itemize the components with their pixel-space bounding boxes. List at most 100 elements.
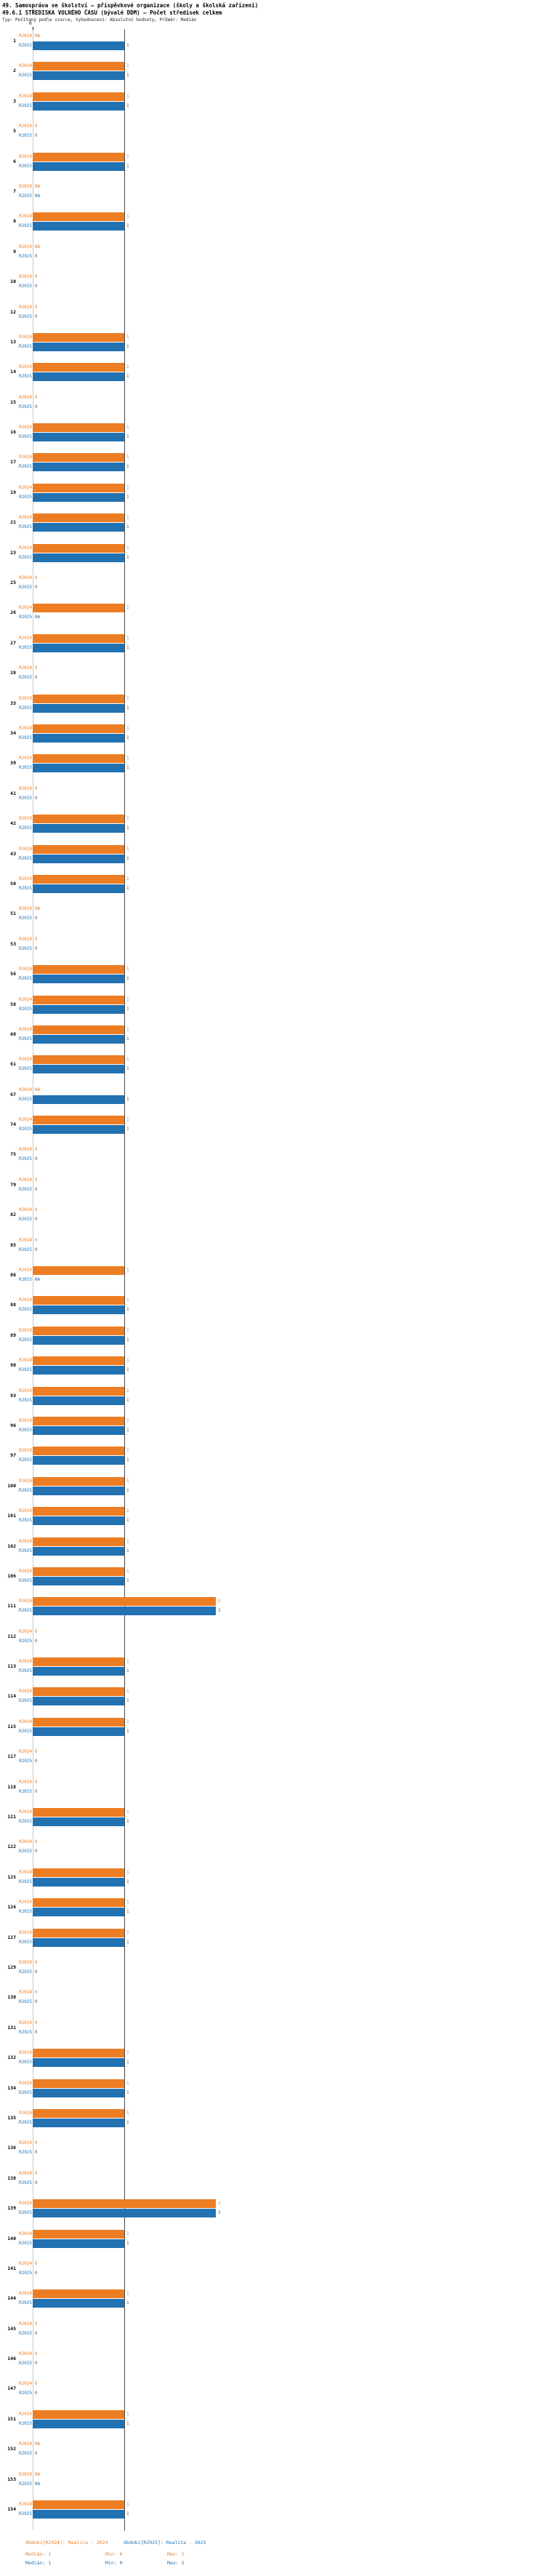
- bar-value-r2025: 1: [126, 705, 129, 711]
- bar-value-r2025: 1: [126, 343, 129, 349]
- series-label-r2024: R2024: [19, 1358, 33, 1364]
- series-label-r2025: R2025: [19, 1577, 33, 1583]
- chart-row: 8 R2024 1 R2025 1: [0, 211, 545, 241]
- row-number: 8: [13, 218, 16, 225]
- series-label-r2025: R2025: [19, 163, 33, 169]
- bar-value-r2025: NA: [35, 193, 41, 199]
- chart-row: 39 R2024 1 R2025 1: [0, 753, 545, 783]
- series-label-r2025: R2025: [19, 2270, 33, 2276]
- row-number: 147: [7, 2385, 16, 2392]
- bar-r2024: [33, 874, 124, 884]
- row-number: 58: [10, 1001, 16, 1007]
- series-label-r2025: R2025: [19, 223, 33, 229]
- bar-r2024: [33, 2289, 124, 2299]
- series-label-r2024: R2024: [19, 1207, 33, 1213]
- bar-value-r2024: 1: [126, 1900, 129, 1905]
- row-number: 114: [7, 1693, 16, 1700]
- row-number: 12: [10, 308, 16, 315]
- bar-value-r2025: 1: [126, 464, 129, 470]
- bar-line-r2025: R2025 0: [0, 2148, 545, 2157]
- bar-value-r2024: 1: [126, 515, 129, 521]
- series-label-r2024: R2024: [19, 1599, 33, 1604]
- chart-row: 21 R2024 1 R2025 1: [0, 512, 545, 542]
- bar-value-r2024: 1: [126, 484, 129, 490]
- chart-row: 140 R2024 1 R2025 1: [0, 2228, 545, 2258]
- series-label-r2024: R2024: [19, 183, 33, 189]
- bar-line-r2025: R2025 1: [0, 492, 545, 502]
- bar-line-r2025: R2025 0: [0, 1637, 545, 1646]
- series-label-r2025: R2025: [19, 1186, 33, 1192]
- row-number: 115: [7, 1723, 16, 1729]
- chart-row: 86 R2024 1 R2025 NA: [0, 1265, 545, 1295]
- chart-row: 125 R2024 1 R2025 1: [0, 1867, 545, 1897]
- bar-value-r2024: 1: [126, 2411, 129, 2417]
- bar-value-r2025: 1: [126, 1397, 129, 1403]
- series-label-r2025: R2025: [19, 1728, 33, 1734]
- bar-value-r2024: 0: [35, 1177, 38, 1183]
- bar-r2024: [33, 1597, 216, 1607]
- row-number: 33: [10, 700, 16, 706]
- bar-line-r2025: R2025 1: [0, 372, 545, 382]
- row-number: 96: [10, 1422, 16, 1428]
- bar-value-r2025: 1: [126, 494, 129, 500]
- median-reference-line: [124, 29, 125, 2531]
- series-label-r2024: R2024: [19, 605, 33, 611]
- bar-value-r2025: 0: [35, 1759, 38, 1764]
- bar-r2025: [33, 1697, 124, 1706]
- bar-line-r2024: R2024 1: [0, 1687, 545, 1697]
- bar-line-r2024: R2024 1: [0, 1055, 545, 1065]
- bar-r2025: [33, 1877, 124, 1887]
- bar-line-r2024: R2024 1: [0, 92, 545, 101]
- bar-value-r2025: 0: [35, 795, 38, 801]
- bar-line-r2024: R2024 1: [0, 694, 545, 703]
- bar-value-r2024: 1: [126, 1568, 129, 1574]
- bar-r2024: [33, 2199, 216, 2209]
- row-number: 90: [10, 1362, 16, 1369]
- row-number: 121: [7, 1814, 16, 1820]
- bar-line-r2025: R2025 1: [0, 2299, 545, 2308]
- chart-row: 28 R2024 0 R2025 0: [0, 663, 545, 692]
- series-label-r2025: R2025: [19, 2481, 33, 2487]
- series-label-r2025: R2025: [19, 1548, 33, 1553]
- chart-meta-line: Typ: Počítaný podle vzorce, Vyhodnocení:…: [2, 17, 197, 23]
- bar-line-r2024: R2024 0: [0, 303, 545, 312]
- bar-value-r2024: 1: [126, 1417, 129, 1423]
- chart-rows: 1 R2024 NA R2025 1 2 R2024 1 R2025 1 3 R2024 1 R2025 1…: [0, 31, 545, 2529]
- bar-value-r2024: NA: [35, 33, 41, 39]
- bar-value-r2024: 0: [35, 2321, 38, 2327]
- series-label-r2024: R2024: [19, 2260, 33, 2266]
- bar-r2025: [33, 1425, 124, 1435]
- chart-row: 79 R2024 0 R2025 0: [0, 1175, 545, 1204]
- bar-value-r2025: 0: [35, 675, 38, 681]
- bar-value-r2025: 1: [126, 2300, 129, 2306]
- row-number: 141: [7, 2265, 16, 2271]
- series-label-r2025: R2025: [19, 1036, 33, 1041]
- series-label-r2025: R2025: [19, 1999, 33, 2005]
- bar-value-r2025: 0: [35, 1999, 38, 2005]
- bar-r2024: [33, 92, 124, 101]
- bar-value-r2025: 1: [126, 1096, 129, 1102]
- bar-r2024: [33, 1567, 124, 1576]
- bar-line-r2025: R2025 1: [0, 1877, 545, 1887]
- stat-min-r2025: Min: 0: [105, 2560, 123, 2566]
- bar-value-r2024: 1: [126, 2502, 129, 2508]
- bar-value-r2025: 1: [126, 1939, 129, 1945]
- series-label-r2025: R2025: [19, 765, 33, 771]
- chart-row: 2 R2024 1 R2025 1: [0, 60, 545, 90]
- bar-value-r2024: 1: [126, 93, 129, 99]
- stat-max-r2025: Max: 2: [167, 2560, 185, 2566]
- row-number: 97: [10, 1452, 16, 1459]
- bar-r2024: [33, 152, 124, 161]
- bar-value-r2024: 0: [35, 785, 38, 791]
- row-number: 85: [10, 1241, 16, 1248]
- bar-line-r2025: R2025 0: [0, 132, 545, 140]
- bar-value-r2025: 0: [35, 253, 38, 259]
- bar-value-r2025: 1: [126, 735, 129, 740]
- bar-r2024: [33, 1055, 124, 1065]
- chart-row: 115 R2024 1 R2025 1: [0, 1716, 545, 1746]
- bar-line-r2024: R2024 0: [0, 1176, 545, 1185]
- bar-line-r2024: R2024 1: [0, 1717, 545, 1727]
- bar-r2025: [33, 2239, 124, 2248]
- bar-r2024: [33, 604, 124, 613]
- bar-value-r2024: 1: [126, 1809, 129, 1815]
